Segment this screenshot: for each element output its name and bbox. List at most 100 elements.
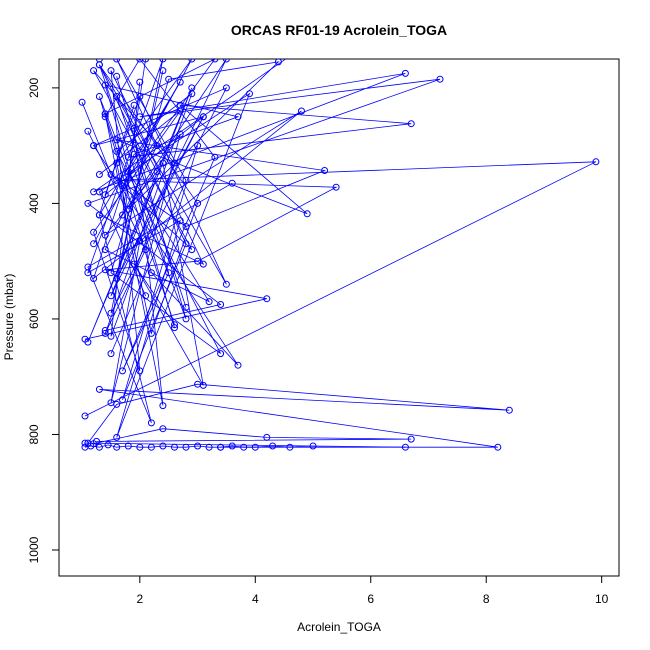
data-point — [104, 441, 112, 449]
data-point — [211, 153, 219, 161]
data-point — [194, 199, 202, 207]
data-point — [107, 350, 115, 358]
data-point — [107, 332, 115, 340]
data-point — [182, 315, 190, 323]
data-point — [119, 367, 126, 375]
data-point — [90, 240, 98, 248]
data-point — [188, 59, 196, 63]
data-point — [407, 120, 415, 128]
series-14 — [84, 67, 236, 427]
series-line — [87, 61, 280, 354]
data-point — [107, 292, 115, 300]
data-point — [228, 442, 236, 450]
data-point — [211, 59, 219, 63]
data-point — [147, 419, 155, 427]
data-point — [171, 324, 178, 332]
data-point — [165, 269, 173, 277]
data-point — [298, 107, 305, 115]
data-point — [199, 381, 207, 389]
data-point — [78, 98, 86, 106]
data-point — [171, 321, 178, 329]
data-point — [107, 399, 115, 407]
data-point — [222, 280, 230, 288]
y-tick-label: 1000 — [27, 536, 41, 563]
data-point — [84, 263, 92, 271]
series-line — [87, 70, 233, 424]
data-point — [303, 210, 311, 218]
data-point — [199, 113, 207, 121]
series-line — [93, 428, 412, 445]
data-point — [228, 179, 236, 187]
data-point — [401, 69, 409, 77]
data-point — [136, 443, 144, 451]
data-point — [101, 327, 109, 334]
data-point — [309, 442, 317, 450]
data-point — [592, 158, 600, 166]
x-tick-label: 6 — [367, 592, 374, 606]
data-point — [222, 59, 230, 63]
data-point — [95, 188, 103, 196]
data-point — [84, 338, 92, 346]
y-tick-label: 600 — [27, 309, 41, 329]
data-point — [95, 171, 103, 178]
series-11 — [84, 59, 253, 441]
data-point — [321, 167, 329, 174]
data-point — [101, 191, 109, 199]
data-point — [234, 113, 242, 121]
chart-title: ORCAS RF01-19 Acrolein_TOGA — [231, 22, 447, 38]
data-point — [136, 59, 144, 63]
data-point — [90, 67, 98, 75]
data-point — [217, 443, 225, 451]
data-point — [182, 443, 190, 451]
data-point — [81, 412, 89, 420]
data-point — [182, 176, 190, 184]
series-3 — [84, 380, 513, 451]
data-point — [205, 298, 213, 306]
data-point — [263, 433, 271, 441]
data-point — [119, 182, 126, 190]
data-point — [113, 433, 121, 441]
series-line — [92, 84, 302, 328]
data-point — [90, 228, 98, 236]
data-point — [194, 257, 202, 265]
data-point — [287, 59, 292, 60]
data-point — [274, 59, 282, 66]
y-axis: 200 400 600 800 1000 — [27, 78, 59, 563]
data-point — [505, 406, 513, 414]
data-point — [84, 199, 92, 207]
series-line — [92, 76, 239, 403]
data-point — [171, 159, 178, 167]
x-tick-label: 10 — [595, 592, 609, 606]
data-point — [159, 59, 167, 63]
series-7 — [84, 59, 230, 389]
data-point — [194, 142, 202, 150]
data-point — [205, 443, 213, 451]
data-point — [124, 442, 132, 450]
data-point — [407, 435, 415, 443]
y-tick-label: 800 — [27, 424, 41, 444]
x-axis-label: Acrolein_TOGA — [297, 620, 381, 634]
y-tick-label: 200 — [27, 78, 41, 98]
data-point — [95, 443, 103, 451]
data-point — [113, 147, 121, 155]
series-16 — [90, 59, 219, 410]
data-point — [95, 211, 103, 219]
data-point — [84, 127, 92, 135]
y-tick-label: 400 — [27, 193, 41, 213]
data-point — [159, 442, 167, 450]
data-point — [263, 295, 271, 303]
data-point — [90, 275, 98, 282]
series-15 — [90, 81, 305, 332]
data-point — [176, 217, 184, 225]
plot-frame — [58, 58, 620, 577]
data-point — [182, 303, 190, 311]
data-point — [113, 93, 121, 100]
data-point — [494, 443, 502, 451]
data-point — [234, 361, 242, 369]
data-point — [113, 59, 121, 63]
data-point — [130, 124, 138, 132]
data-point — [95, 385, 103, 393]
data-point — [332, 183, 340, 191]
data-point — [147, 443, 155, 451]
